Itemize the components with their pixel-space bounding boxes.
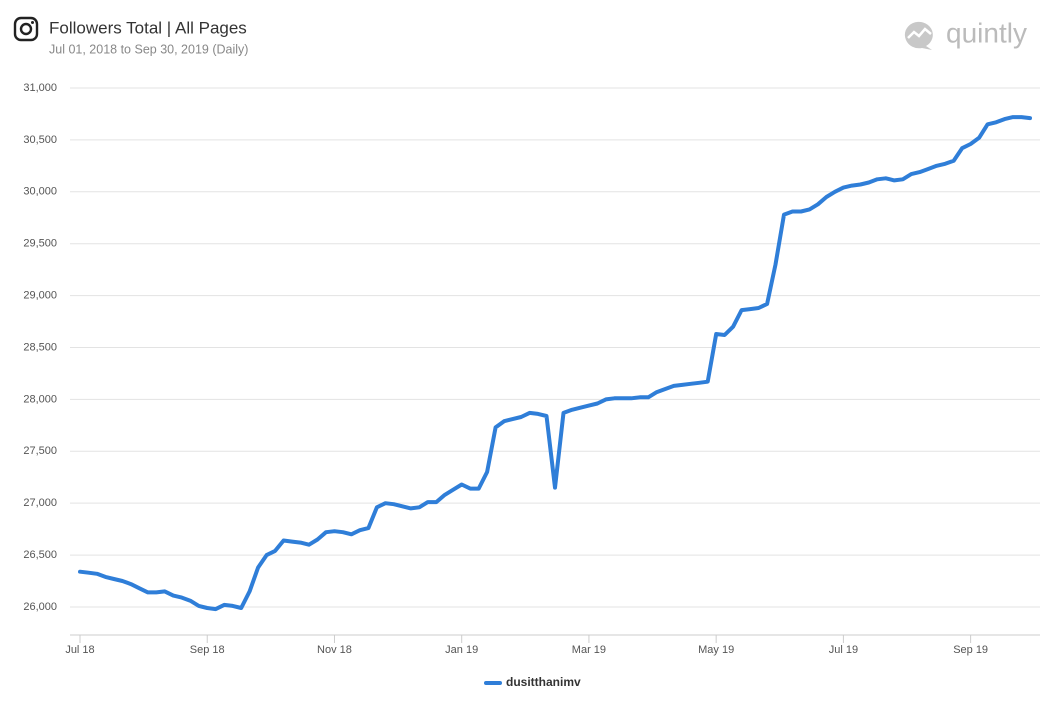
y-tick-label: 26,000 xyxy=(23,601,57,613)
y-tick-label: 30,500 xyxy=(23,134,57,146)
y-tick-label: 31,000 xyxy=(23,82,57,94)
logo-text: quintly xyxy=(946,17,1027,48)
data-line xyxy=(78,115,1032,612)
x-tick-label: Jan 19 xyxy=(445,644,478,656)
x-tick-label: Sep 19 xyxy=(953,644,988,656)
x-tick-label: Nov 18 xyxy=(317,644,352,656)
legend-label: dusitthanimv xyxy=(506,675,581,689)
x-tick-label: Mar 19 xyxy=(572,644,606,656)
y-tick-label: 26,500 xyxy=(23,549,57,561)
x-tick-label: Jul 19 xyxy=(829,644,858,656)
y-tick-label: 30,000 xyxy=(23,186,57,198)
chart-subtitle: Jul 01, 2018 to Sep 30, 2019 (Daily) xyxy=(49,42,248,56)
instagram-icon xyxy=(13,16,39,42)
y-tick-label: 27,000 xyxy=(23,497,57,509)
x-tick-label: Sep 18 xyxy=(190,644,225,656)
y-tick-label: 29,500 xyxy=(23,238,57,250)
y-tick-label: 27,500 xyxy=(23,445,57,457)
chart-title: Followers Total | All Pages xyxy=(49,18,247,37)
y-tick-label: 29,000 xyxy=(23,289,57,301)
y-tick-label: 28,000 xyxy=(23,393,57,405)
y-tick-label: 28,500 xyxy=(23,341,57,353)
x-tick-label: Jul 18 xyxy=(65,644,94,656)
x-tick-label: May 19 xyxy=(698,644,734,656)
logo-icon xyxy=(904,21,933,50)
